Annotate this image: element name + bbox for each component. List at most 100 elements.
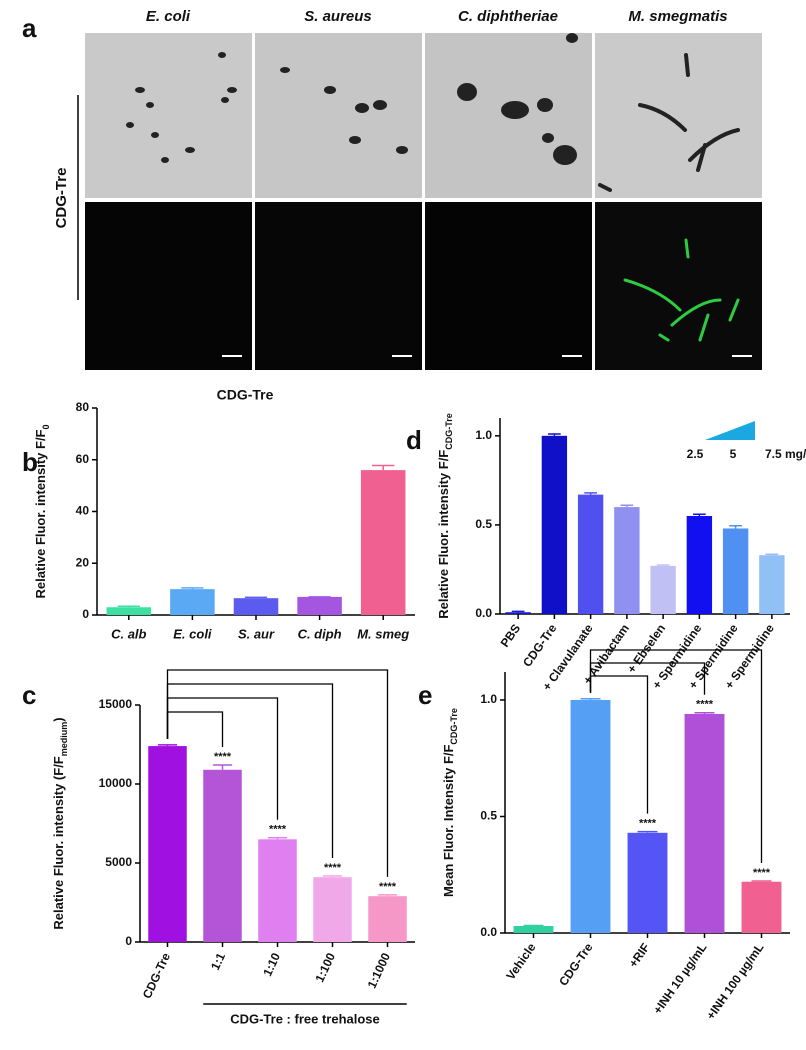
bar [722, 528, 749, 614]
x-tick-label: C. diph [298, 626, 342, 641]
x-tick-label: 1:1000 [365, 950, 394, 990]
y-tick-label: 0.5 [480, 809, 497, 823]
x-tick-label: C. alb [111, 626, 146, 641]
bar [258, 839, 297, 942]
column-title: E. coli [146, 8, 191, 25]
panel-label: b [22, 447, 38, 477]
x-tick-label: CDG-Tre [556, 940, 596, 988]
bar [297, 596, 342, 615]
y-tick-label: 0 [125, 934, 132, 948]
y-axis-label-sub: 0 [41, 424, 51, 429]
bracket [166, 683, 334, 858]
y-axis-label-text: Relative Fluor. intensity F/F [33, 429, 48, 598]
dose-label: 2.5 [687, 447, 704, 461]
y-tick-label: 1.0 [475, 428, 492, 442]
bracket [166, 669, 389, 877]
error-bar [548, 433, 561, 436]
y-axis-label-text: Relative Fluor. intensity F/F [436, 450, 451, 619]
y-axis-label-sub: CDG-Tre [449, 708, 459, 745]
significance: **** [696, 699, 714, 711]
y-tick-label: 15000 [99, 697, 133, 711]
bar [513, 926, 554, 933]
panel-label: a [22, 13, 37, 43]
significance: **** [214, 751, 232, 763]
bar [650, 565, 676, 614]
bar [313, 877, 352, 942]
bar [203, 769, 242, 942]
significance: **** [639, 818, 657, 830]
significance: **** [269, 824, 287, 836]
bar [570, 699, 611, 933]
y-tick-label: 40 [76, 504, 90, 518]
x-tick-label: E. coli [173, 626, 212, 641]
significance: **** [324, 862, 342, 874]
y-tick-label: 0.0 [475, 606, 492, 620]
significance: **** [379, 881, 397, 893]
bar [368, 896, 407, 942]
error-bar [580, 698, 601, 700]
x-tick-label: S. aur [238, 626, 275, 641]
panel-label: e [418, 680, 432, 710]
y-axis-label: Relative Fluor. intensity (F/Fmedium) [51, 717, 69, 929]
error-bar [117, 605, 140, 608]
bar [627, 832, 668, 933]
column-title: M. smegmatis [628, 8, 727, 25]
y-tick-label: 0 [82, 607, 89, 621]
x-tick-label: +INH 100 µg/mL [703, 941, 766, 1023]
error-bar [729, 525, 742, 529]
error-bar [765, 553, 779, 556]
y-axis-label: Mean Fluor. Intensity F/FCDG-Tre [441, 708, 459, 897]
y-tick-label: 60 [76, 452, 90, 466]
y-axis-label-sub: CDG-Tre [444, 413, 454, 450]
error-bar [637, 830, 658, 833]
y-axis-label-text: Relative Fluor. intensity (F/F [51, 756, 66, 929]
bar [170, 589, 215, 615]
error-bar [656, 564, 670, 566]
error-bar [620, 504, 634, 508]
x-tick-label: 1:10 [260, 950, 283, 978]
x-tick-label: CDG-Tre [520, 621, 560, 669]
significance: **** [753, 867, 771, 879]
error-bar [322, 875, 343, 878]
row-label: CDG-Tre [53, 168, 70, 229]
error-bar [181, 587, 204, 590]
bar [759, 555, 785, 614]
dose-label: 5 [730, 447, 737, 461]
error-bar [693, 513, 706, 516]
y-axis-label: Relative Fluor. intensity F/FCDG-Tre [436, 413, 454, 619]
error-bar [372, 464, 395, 471]
bar [684, 713, 725, 933]
x-tick-label: 1:100 [312, 950, 338, 984]
x-tick-label: +INH 10 µg/mL [650, 941, 709, 1017]
y-axis-label-tail: ) [51, 717, 66, 721]
bracket [589, 649, 763, 864]
x-tick-label: PBS [498, 622, 524, 650]
bar [505, 612, 531, 614]
micrographs [85, 33, 762, 370]
y-tick-label: 20 [76, 555, 90, 569]
panel-label: c [22, 680, 36, 710]
error-bar [267, 836, 288, 840]
bar [614, 507, 640, 614]
bar [360, 470, 406, 615]
y-tick-label: 80 [76, 400, 90, 414]
y-axis-label-sub: medium [59, 722, 69, 757]
x-tick-label: M. smeg [357, 626, 409, 641]
column-title: S. aureus [304, 8, 372, 25]
bar [686, 516, 713, 614]
bar [741, 881, 782, 933]
y-tick-label: 5000 [105, 855, 132, 869]
y-tick-label: 0.0 [480, 925, 497, 939]
x-tick-label: Vehicle [503, 940, 538, 982]
error-bar [377, 894, 398, 897]
x-tick-label: 1:1 [208, 950, 228, 972]
chart-title: CDG-Tre [217, 387, 274, 403]
dose-label: 7.5 mg/ml [765, 447, 806, 461]
x-axis-label: CDG-Tre : free trehalose [230, 1011, 380, 1026]
dose-ramp [705, 421, 755, 440]
y-tick-label: 10000 [99, 776, 133, 790]
x-tick-label: +RIF [626, 941, 653, 971]
bar [541, 435, 568, 614]
bracket [166, 711, 224, 748]
error-bar [751, 880, 772, 882]
